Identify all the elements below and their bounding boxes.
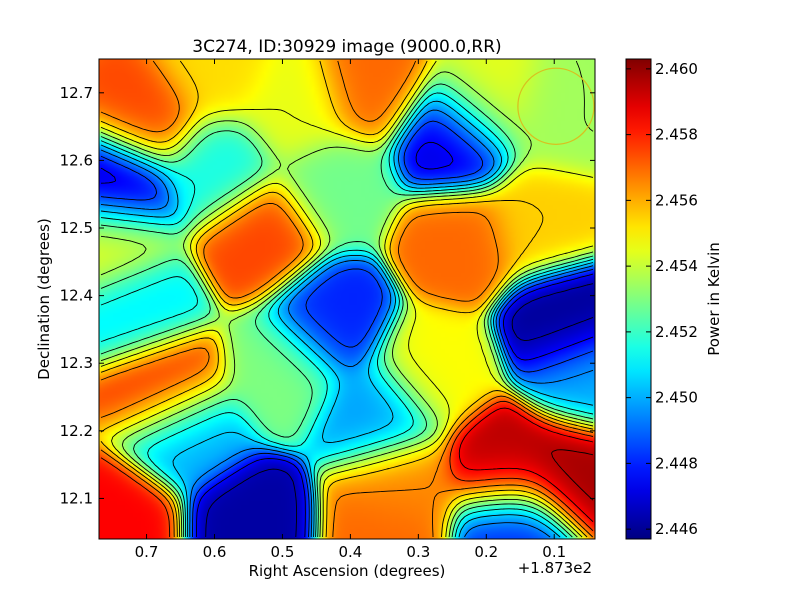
x-axis-ticks: 0.7 0.6 0.5 0.4 0.3 0.2 0.1: [135, 59, 566, 561]
plot-frame: [98, 58, 596, 540]
x-tick-label: 0.3: [406, 543, 430, 561]
y-axis-ticks: 12.1 12.2 12.3 12.4 12.5 12.6 12.7: [60, 84, 595, 507]
heatmap-area: [99, 59, 595, 539]
x-axis-offset: +1.873e2: [518, 559, 592, 577]
colorbar-ticks: 2.446 2.448 2.450 2.452 2.454 2.456 2.458 2.460: [626, 60, 698, 538]
y-tick-label: 12.3: [60, 354, 93, 372]
colorbar-tick-label: 2.460: [655, 60, 698, 78]
y-tick-label: 12.2: [60, 422, 93, 440]
y-tick-label: 12.6: [60, 151, 93, 169]
heatmap-image: [99, 59, 595, 539]
contour-lines: [100, 60, 594, 538]
colorbar-label: Power in Kelvin: [705, 242, 723, 356]
x-tick-label: 0.2: [474, 543, 498, 561]
colorbar-tick-label: 2.458: [655, 126, 698, 144]
x-tick-label: 0.6: [203, 543, 227, 561]
x-tick-label: 0.5: [271, 543, 295, 561]
colorbar-tick-label: 2.448: [655, 454, 698, 472]
contour-line: [205, 283, 594, 538]
contour-line: [100, 141, 594, 538]
contour-line: [100, 92, 594, 538]
x-tick-label: 0.1: [542, 543, 566, 561]
colorbar-tick-label: 2.450: [655, 389, 698, 407]
contour-line: [100, 109, 594, 538]
colorbar-tick-label: 2.446: [655, 520, 698, 538]
contour-line: [100, 400, 594, 537]
chart-title: 3C274, ID:30929 image (9000.0,RR): [192, 37, 501, 57]
contour-line: [458, 407, 594, 523]
colorbar-tick-label: 2.454: [655, 257, 698, 275]
contour-line: [100, 60, 594, 538]
contour-line: [100, 83, 594, 538]
colorbar: [625, 58, 652, 540]
y-axis-label: Declination (degrees): [35, 218, 53, 380]
colorbar-tick-label: 2.456: [655, 191, 698, 209]
y-tick-label: 12.1: [60, 489, 93, 507]
y-tick-label: 12.5: [60, 219, 93, 237]
contour-line: [100, 120, 594, 538]
y-tick-label: 12.4: [60, 287, 93, 305]
contour-line: [100, 60, 594, 538]
y-tick-label: 12.7: [60, 84, 93, 102]
x-tick-label: 0.4: [338, 543, 362, 561]
contour-line: [100, 100, 594, 538]
contour-line: [551, 449, 594, 501]
colorbar-tick-label: 2.452: [655, 323, 698, 341]
contour-line: [100, 60, 594, 538]
x-axis-label: Right Ascension (degrees): [249, 562, 446, 580]
beam-circle: [517, 67, 595, 146]
x-tick-label: 0.7: [135, 543, 159, 561]
contour-line: [100, 60, 594, 538]
